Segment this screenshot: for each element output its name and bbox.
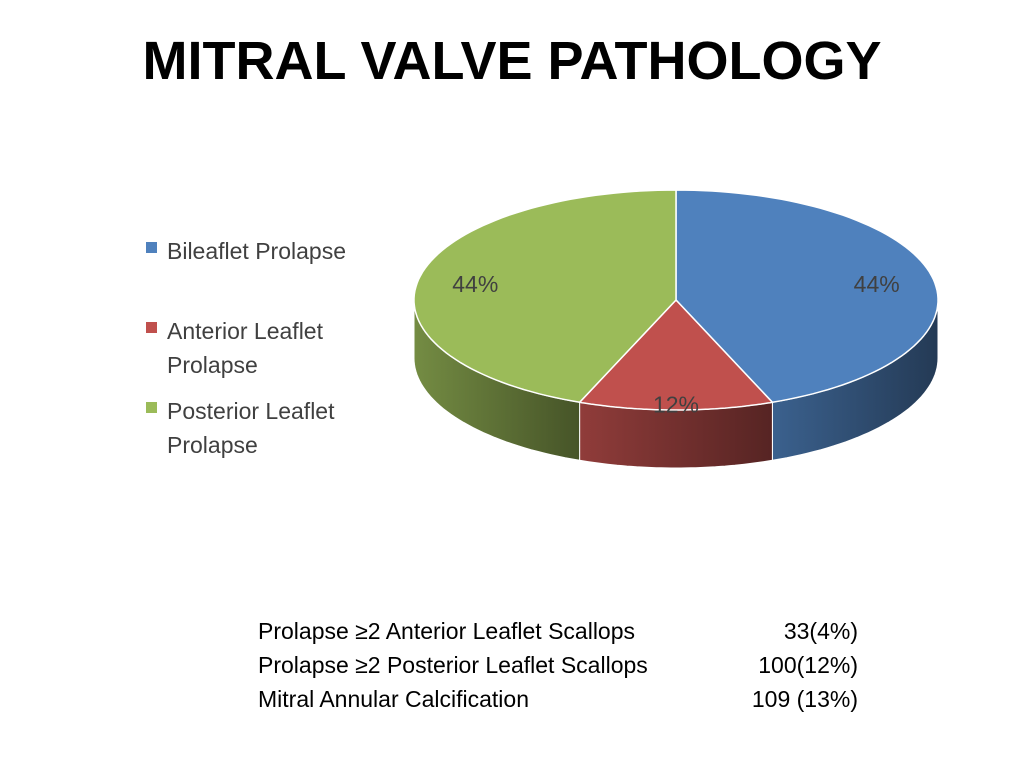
data-label-bileaflet: 44% bbox=[854, 271, 900, 297]
legend-swatch-anterior bbox=[146, 322, 157, 333]
stats-table: Prolapse ≥2 Anterior Leaflet Scallops 33… bbox=[258, 614, 858, 716]
legend-swatch-bileaflet bbox=[146, 242, 157, 253]
legend-label-anterior: Anterior Leaflet Prolapse bbox=[167, 318, 323, 378]
legend-label-bileaflet: Bileaflet Prolapse bbox=[167, 238, 346, 264]
data-label-anterior: 12% bbox=[653, 392, 699, 418]
stat-label: Mitral Annular Calcification bbox=[258, 686, 530, 712]
legend-swatch-posterior bbox=[146, 402, 157, 413]
stat-row: Mitral Annular Calcification 109 (13%) bbox=[258, 682, 858, 716]
data-label-posterior: 44% bbox=[452, 271, 498, 297]
stat-label: Prolapse ≥2 Posterior Leaflet Scallops bbox=[258, 652, 648, 678]
legend-item-posterior: Posterior Leaflet Prolapse bbox=[146, 394, 387, 462]
legend-item-bileaflet: Bileaflet Prolapse bbox=[146, 234, 387, 268]
legend-item-anterior: Anterior Leaflet Prolapse bbox=[146, 314, 387, 382]
stat-value: 100(12%) bbox=[758, 652, 858, 678]
stat-value: 33(4%) bbox=[783, 618, 858, 644]
legend-label-posterior: Posterior Leaflet Prolapse bbox=[167, 398, 335, 458]
stat-row: Prolapse ≥2 Posterior Leaflet Scallops 1… bbox=[258, 648, 858, 682]
page-title: MITRAL VALVE PATHOLOGY bbox=[142, 31, 882, 91]
stat-value: 109 (13%) bbox=[751, 686, 858, 712]
pie-slice-bileaflet bbox=[675, 189, 939, 404]
pie-slice-posterior bbox=[413, 189, 677, 404]
stat-row: Prolapse ≥2 Anterior Leaflet Scallops 33… bbox=[258, 614, 858, 648]
stat-label: Prolapse ≥2 Anterior Leaflet Scallops bbox=[258, 618, 636, 644]
pie-slice-anterior bbox=[578, 299, 774, 411]
